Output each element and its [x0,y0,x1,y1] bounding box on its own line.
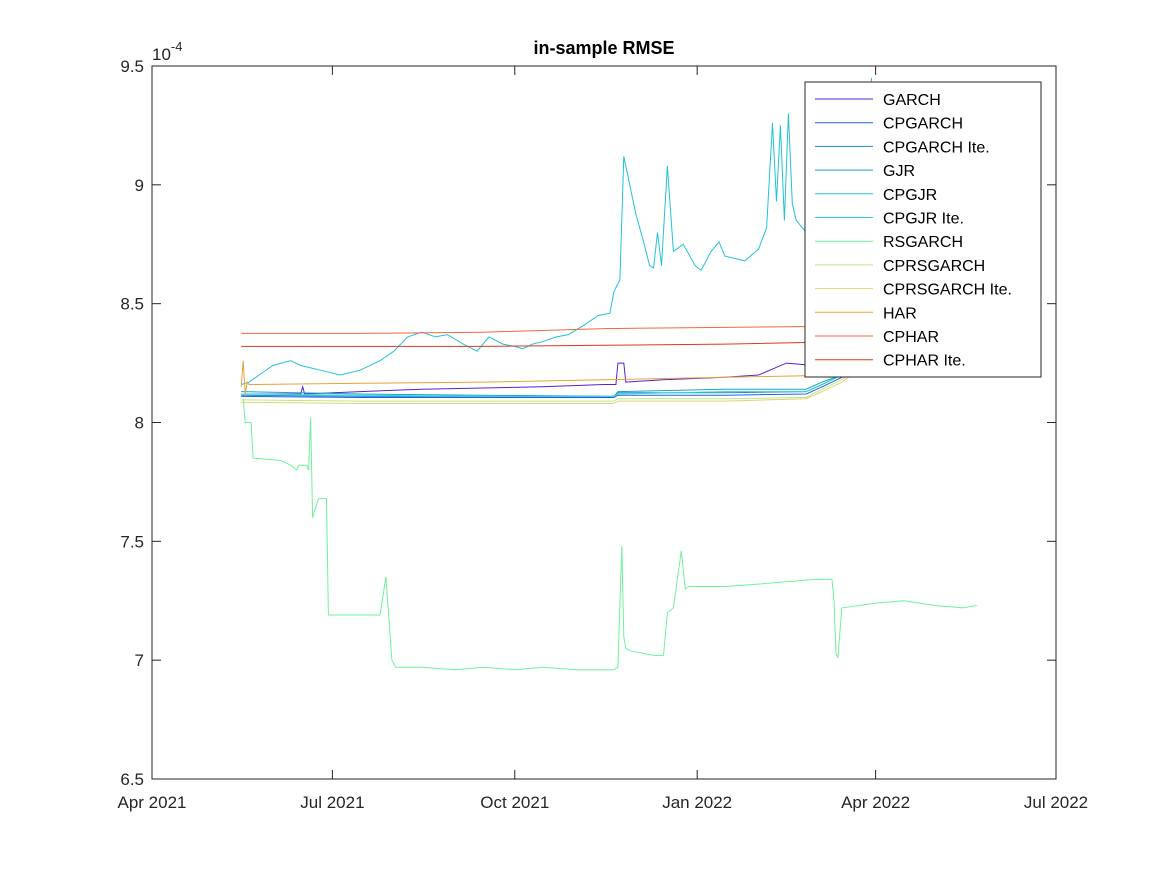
legend-label-4: CPGJR [883,187,937,204]
series-line-rsgarch [242,398,977,671]
legend-label-1: CPGARCH [883,116,963,133]
legend-label-9: HAR [883,305,917,322]
legend-label-8: CPRSGARCH Ite. [883,282,1012,299]
chart-title: in-sample RMSE [533,38,674,58]
legend-label-0: GARCH [883,92,941,109]
x-tick-label-3: Jan 2022 [662,793,732,812]
legend-label-2: CPGARCH Ite. [883,139,990,156]
legend: GARCH CPGARCH CPGARCH Ite. GJR CPGJR CPGJR It… [804,81,1042,378]
y-tick-label-1: 7 [135,651,144,670]
x-tick-label-2: Oct 2021 [480,793,549,812]
legend-items: GARCH CPGARCH CPGARCH Ite. GJR CPGJR CPGJR It… [815,92,1012,370]
series-line-cpgarch-ite- [241,367,853,397]
x-tick-label-4: Apr 2022 [841,793,910,812]
y-tick-label-6: 9.5 [120,57,144,76]
series-line-cprsgarch-ite- [241,374,853,404]
y-exponent-label: 10-4 [152,39,182,64]
y-exponent-base: 10 [152,45,171,64]
x-tick-label-0: Apr 2021 [118,793,187,812]
legend-label-6: RSGARCH [883,234,963,251]
series-layer [240,77,977,671]
series-line-garch [241,362,842,395]
series-line-cpgjr [241,77,873,385]
legend-box [804,81,1042,378]
series-line-cpgarch [241,369,853,398]
series-line-cprsgarch [241,372,853,402]
y-tick-label-3: 8 [135,414,144,433]
series-line-cphar-ite- [241,341,862,347]
x-tick-label-5: Jul 2022 [1024,793,1088,812]
legend-label-3: GJR [883,163,915,180]
axes-layer: Apr 2021 Jul 2021 Oct 2021 Jan 2022 Apr 2022… [118,57,1089,812]
series-line-har [240,360,862,395]
series-line-cphar [241,325,862,334]
y-tick-label-4: 8.5 [120,295,144,314]
legend-label-7: CPRSGARCH [883,258,985,275]
legend-label-5: CPGJR Ite. [883,211,964,228]
y-tick-label-0: 6.5 [120,770,144,789]
series-line-gjr [241,365,853,397]
legend-label-10: CPHAR [883,329,939,346]
y-exponent-power: -4 [171,39,183,54]
y-tick-label-2: 7.5 [120,532,144,551]
y-tick-label-5: 9 [135,176,144,195]
x-tick-label-1: Jul 2021 [300,793,364,812]
series-line-cpgjr-ite- [241,369,853,397]
legend-label-11: CPHAR Ite. [883,353,966,370]
